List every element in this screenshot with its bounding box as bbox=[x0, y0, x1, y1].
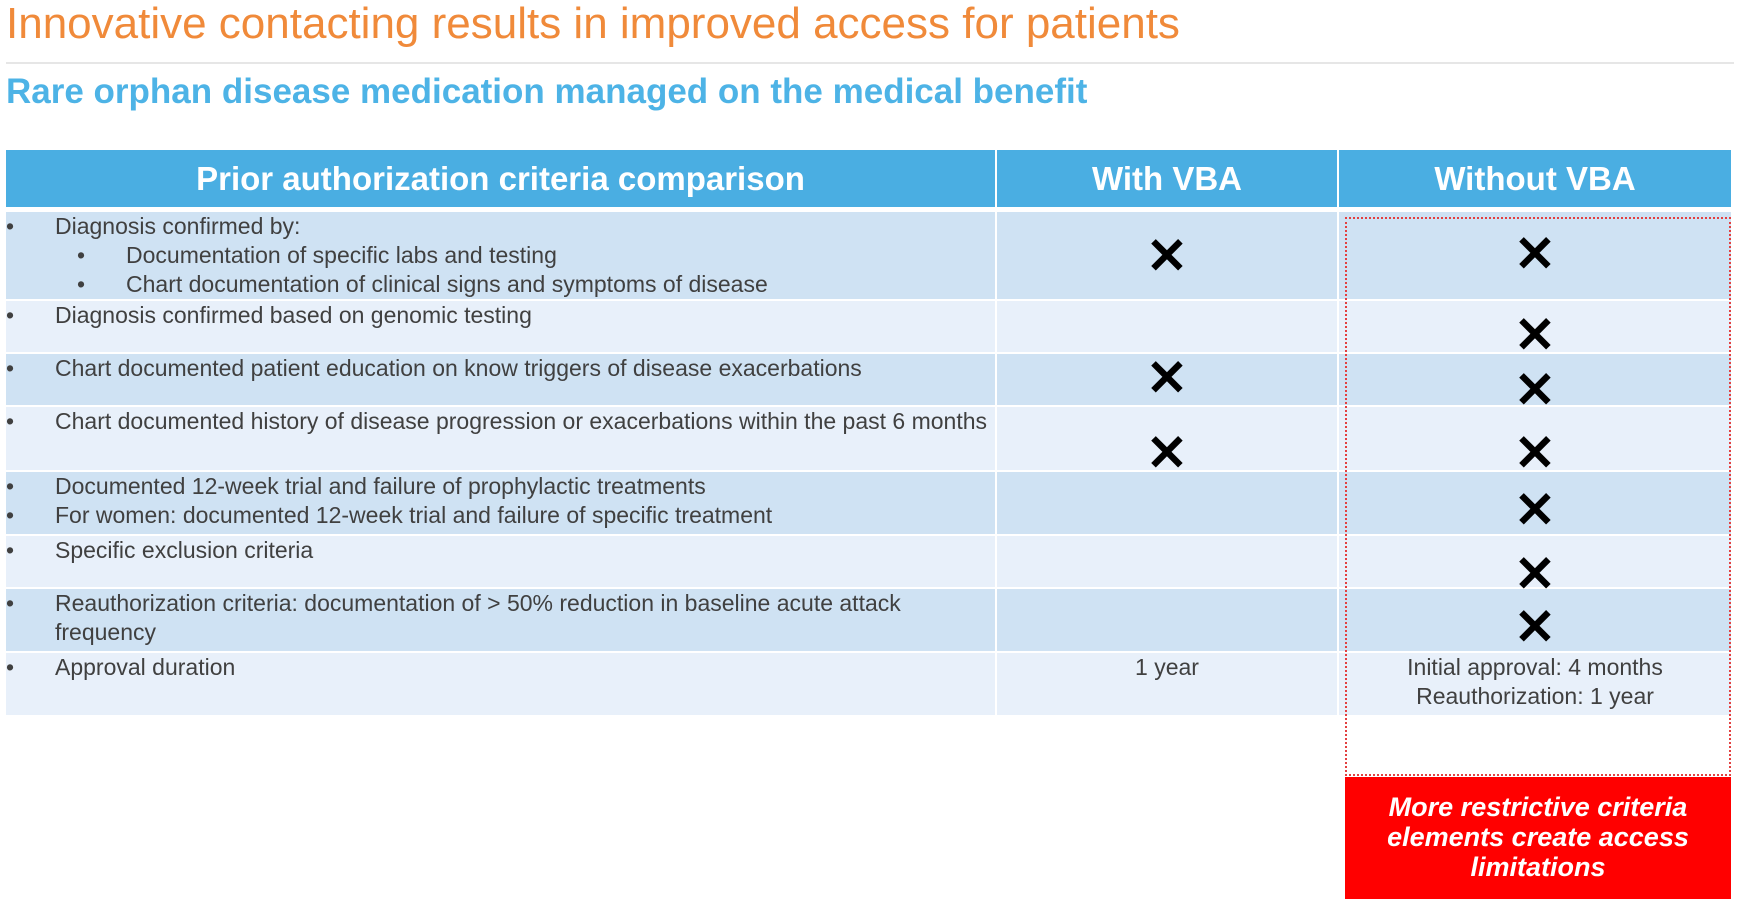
without-vba-cell: ✕ bbox=[1338, 300, 1731, 363]
list-item: Diagnosis confirmed based on genomic tes… bbox=[6, 301, 995, 330]
with-vba-cell bbox=[996, 471, 1339, 536]
criteria-text: Diagnosis confirmed by: bbox=[55, 213, 301, 239]
table-row: Diagnosis confirmed based on genomic tes… bbox=[6, 300, 1731, 363]
with-vba-cell bbox=[996, 588, 1339, 653]
criteria-list: Chart documented history of disease prog… bbox=[6, 407, 995, 436]
criteria-cell: Approval duration bbox=[6, 652, 997, 717]
sub-criteria-list: Documentation of specific labs and testi… bbox=[55, 241, 995, 299]
criteria-cell: Chart documented history of disease prog… bbox=[6, 406, 997, 472]
criteria-cell: Diagnosis confirmed based on genomic tes… bbox=[6, 300, 997, 354]
approval-duration-reauth: Reauthorization: 1 year bbox=[1416, 683, 1654, 709]
list-item: Chart documented patient education on kn… bbox=[6, 354, 995, 383]
title-divider bbox=[6, 62, 1734, 64]
header-criteria: Prior authorization criteria comparison bbox=[6, 150, 997, 212]
list-item: Documented 12-week trial and failure of … bbox=[6, 472, 995, 501]
header-with-vba: With VBA bbox=[996, 150, 1339, 212]
table-row: Chart documented patient education on kn… bbox=[6, 350, 1731, 415]
criteria-cell: Diagnosis confirmed by: Documentation of… bbox=[6, 209, 997, 301]
criteria-list: Diagnosis confirmed by: Documentation of… bbox=[6, 212, 995, 299]
with-vba-cell: ✕ bbox=[996, 406, 1339, 481]
x-mark-icon: ✕ bbox=[1146, 228, 1188, 284]
without-vba-cell: ✕ bbox=[1338, 209, 1731, 301]
table-row: Specific exclusion criteria ✕ bbox=[6, 535, 1731, 599]
criteria-cell: Documented 12-week trial and failure of … bbox=[6, 471, 997, 536]
table-row: Documented 12-week trial and failure of … bbox=[6, 471, 1731, 538]
table-header-row: Prior authorization criteria comparison … bbox=[6, 150, 1731, 212]
with-vba-cell bbox=[996, 535, 1339, 589]
criteria-cell: Chart documented patient education on kn… bbox=[6, 353, 997, 407]
list-item: Chart documented history of disease prog… bbox=[6, 407, 995, 436]
without-vba-cell: Initial approval: 4 months Reauthorizati… bbox=[1338, 652, 1731, 717]
list-item: Diagnosis confirmed by: Documentation of… bbox=[6, 212, 995, 299]
list-item: Specific exclusion criteria bbox=[6, 536, 995, 565]
x-mark-icon: ✕ bbox=[1514, 482, 1556, 538]
list-item: Reauthorization criteria: documentation … bbox=[6, 589, 995, 647]
prior-auth-comparison-table: Prior authorization criteria comparison … bbox=[6, 150, 1731, 717]
x-mark-icon: ✕ bbox=[1514, 307, 1556, 363]
table-row: Approval duration 1 year Initial approva… bbox=[6, 652, 1731, 717]
with-vba-cell: ✕ bbox=[996, 209, 1339, 301]
table-row: Chart documented history of disease prog… bbox=[6, 406, 1731, 481]
restrictive-criteria-callout: More restrictive criteria elements creat… bbox=[1345, 777, 1731, 899]
callout-line: More restrictive criteria bbox=[1388, 792, 1688, 822]
list-item: Documentation of specific labs and testi… bbox=[77, 241, 995, 270]
x-mark-icon: ✕ bbox=[1514, 362, 1556, 418]
with-vba-cell: 1 year bbox=[996, 652, 1339, 717]
table-row: Diagnosis confirmed by: Documentation of… bbox=[6, 209, 1731, 301]
callout-line: elements create access bbox=[1387, 822, 1689, 852]
with-vba-cell: ✕ bbox=[996, 350, 1339, 407]
with-vba-cell bbox=[996, 300, 1339, 354]
criteria-list: Diagnosis confirmed based on genomic tes… bbox=[6, 301, 995, 330]
callout-line: limitations bbox=[1470, 852, 1606, 882]
x-mark-icon: ✕ bbox=[1514, 425, 1556, 481]
list-item: For women: documented 12-week trial and … bbox=[6, 501, 995, 530]
x-mark-icon: ✕ bbox=[1146, 350, 1188, 406]
without-vba-cell: ✕ bbox=[1338, 471, 1731, 538]
x-mark-icon: ✕ bbox=[1514, 599, 1556, 655]
x-mark-icon: ✕ bbox=[1514, 226, 1556, 282]
slide-title: Innovative contacting results in improve… bbox=[6, 0, 1180, 48]
list-item: Chart documentation of clinical signs an… bbox=[77, 270, 995, 299]
criteria-list: Approval duration bbox=[6, 653, 995, 682]
x-mark-icon: ✕ bbox=[1146, 425, 1188, 481]
approval-duration-initial: Initial approval: 4 months bbox=[1407, 654, 1663, 680]
list-item: Approval duration bbox=[6, 653, 995, 682]
criteria-cell: Reauthorization criteria: documentation … bbox=[6, 588, 997, 653]
without-vba-cell: ✕ bbox=[1338, 406, 1731, 481]
without-vba-cell: ✕ bbox=[1338, 535, 1731, 599]
without-vba-cell: ✕ bbox=[1338, 588, 1731, 655]
criteria-cell: Specific exclusion criteria bbox=[6, 535, 997, 589]
slide-subtitle: Rare orphan disease medication managed o… bbox=[6, 72, 1088, 111]
criteria-list: Reauthorization criteria: documentation … bbox=[6, 589, 995, 647]
criteria-list: Specific exclusion criteria bbox=[6, 536, 995, 565]
without-vba-cell: ✕ bbox=[1338, 353, 1731, 415]
criteria-list: Chart documented patient education on kn… bbox=[6, 354, 995, 383]
table-row: Reauthorization criteria: documentation … bbox=[6, 588, 1731, 655]
header-without-vba: Without VBA bbox=[1338, 150, 1731, 212]
approval-duration-with-vba: 1 year bbox=[1135, 654, 1199, 680]
criteria-list: Documented 12-week trial and failure of … bbox=[6, 472, 995, 530]
